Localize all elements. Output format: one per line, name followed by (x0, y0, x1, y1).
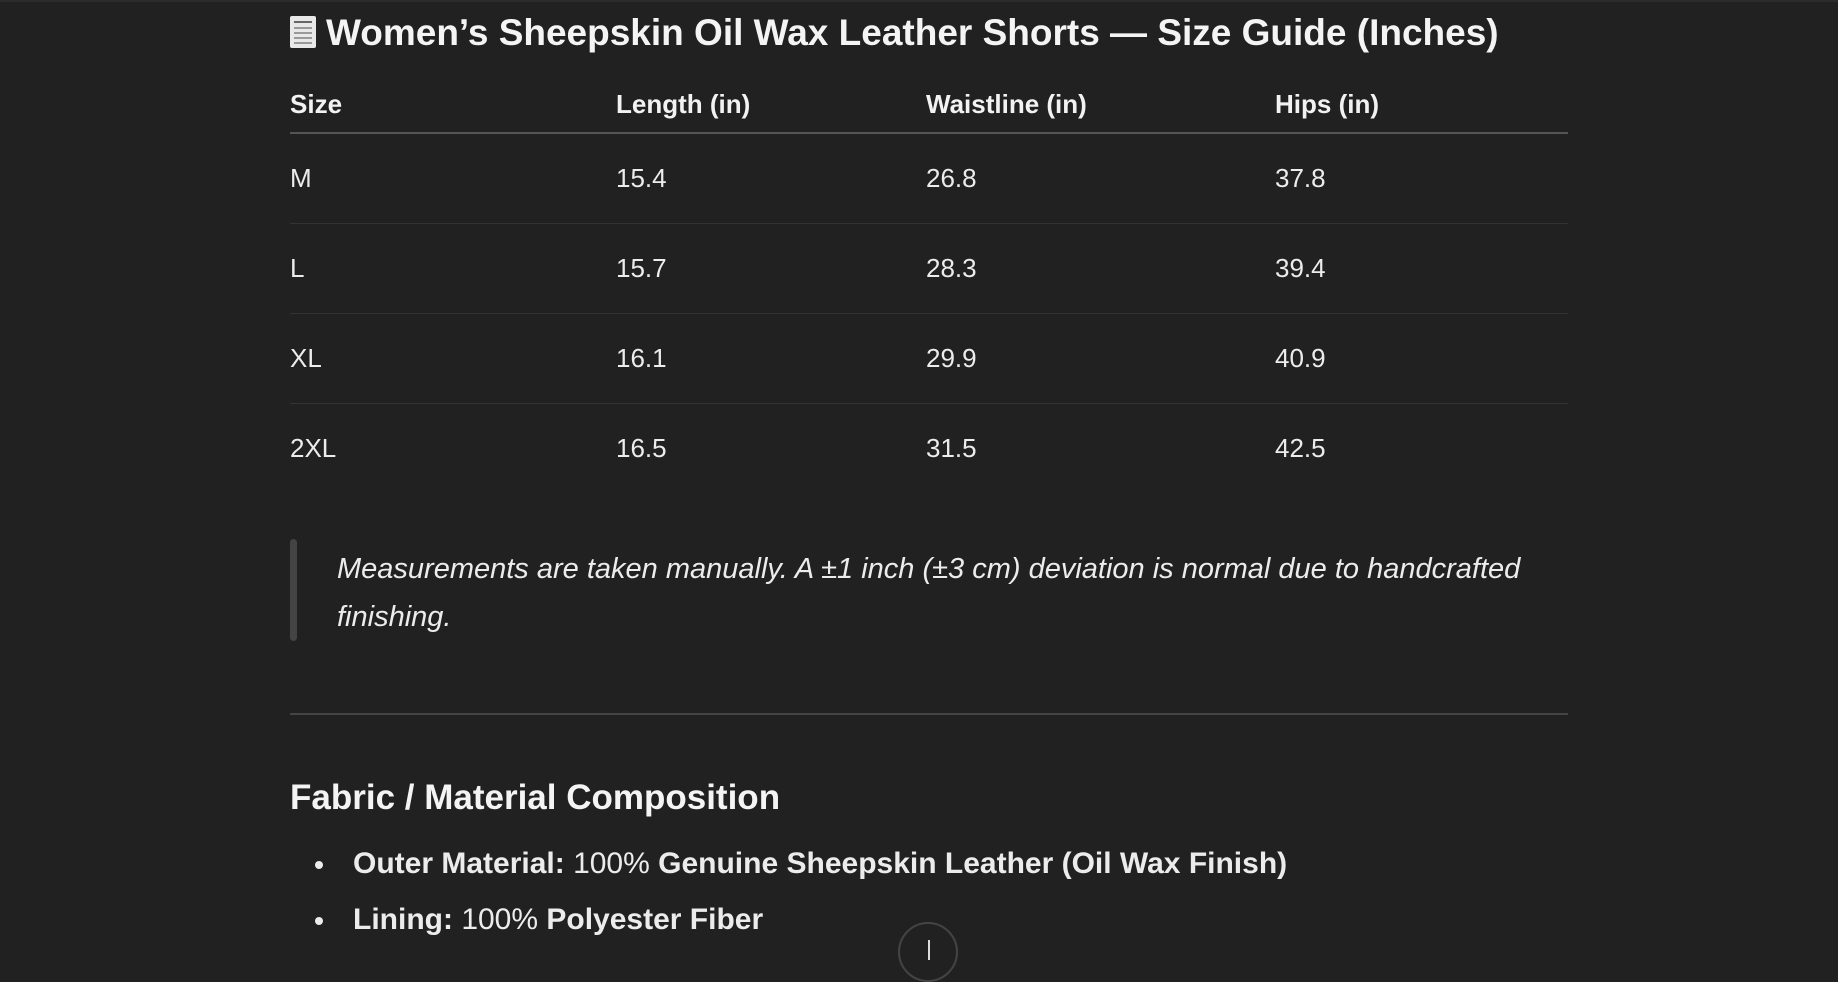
header-waistline: Waistline (in) (926, 76, 1275, 134)
item-value: Genuine Sheepskin Leather (Oil Wax Finis… (658, 847, 1288, 880)
scroll-to-bottom-button[interactable] (898, 922, 958, 982)
fabric-list: Outer Material: 100% Genuine Sheepskin L… (290, 843, 1287, 955)
cell-waistline: 28.3 (926, 223, 1275, 314)
table-row: L 15.7 28.3 39.4 (290, 223, 1568, 314)
size-table: Size Length (in) Waistline (in) Hips (in… (290, 76, 1568, 493)
cell-waistline: 26.8 (926, 133, 1275, 224)
cell-waistline: 29.9 (926, 313, 1275, 404)
title-text: Women’s Sheepskin Oil Wax Leather Shorts… (326, 12, 1499, 53)
list-item: Lining: 100% Polyester Fiber (290, 899, 1287, 955)
item-label: Outer Material: (353, 847, 565, 880)
cell-size: 2XL (290, 433, 337, 463)
header-size: Size (290, 76, 616, 134)
item-percent: 100% (573, 847, 650, 880)
measurement-note: Measurements are taken manually. A ±1 in… (290, 539, 1568, 641)
cell-hips: 42.5 (1275, 433, 1326, 463)
cell-length: 15.7 (616, 223, 926, 314)
note-text: Measurements are taken manually. A ±1 in… (337, 553, 1521, 633)
cell-hips: 39.4 (1275, 223, 1568, 314)
header-hips: Hips (in) (1275, 76, 1568, 134)
header-length: Length (in) (616, 76, 926, 134)
item-value: Polyester Fiber (546, 903, 764, 936)
item-percent: 100% (461, 903, 539, 936)
blockquote-bar (290, 539, 297, 641)
fabric-heading: Fabric / Material Composition (290, 778, 781, 817)
receipt-icon (290, 16, 316, 48)
table-row: XL 16.1 29.9 40.9 (290, 313, 1568, 404)
cell-size: L (290, 223, 616, 314)
table-header-row: Size Length (in) Waistline (in) Hips (in… (290, 76, 1568, 134)
table-row: 2XL 16.5 31.5 42.5 (290, 404, 1568, 494)
cell-length: 16.1 (616, 313, 926, 404)
item-label: Lining: (353, 903, 453, 936)
cell-size: M (290, 133, 616, 224)
top-border (0, 0, 1838, 2)
cell-length: 16.5 (616, 433, 667, 463)
table-row: M 15.4 26.8 37.8 (290, 133, 1568, 224)
cell-hips: 37.8 (1275, 133, 1568, 224)
list-item: Outer Material: 100% Genuine Sheepskin L… (290, 843, 1287, 899)
cell-length: 15.4 (616, 133, 926, 224)
cell-waistline: 31.5 (926, 433, 977, 463)
cell-hips: 40.9 (1275, 313, 1568, 404)
cell-size: XL (290, 313, 616, 404)
size-guide-title: Women’s Sheepskin Oil Wax Leather Shorts… (290, 12, 1499, 54)
divider (290, 713, 1568, 715)
